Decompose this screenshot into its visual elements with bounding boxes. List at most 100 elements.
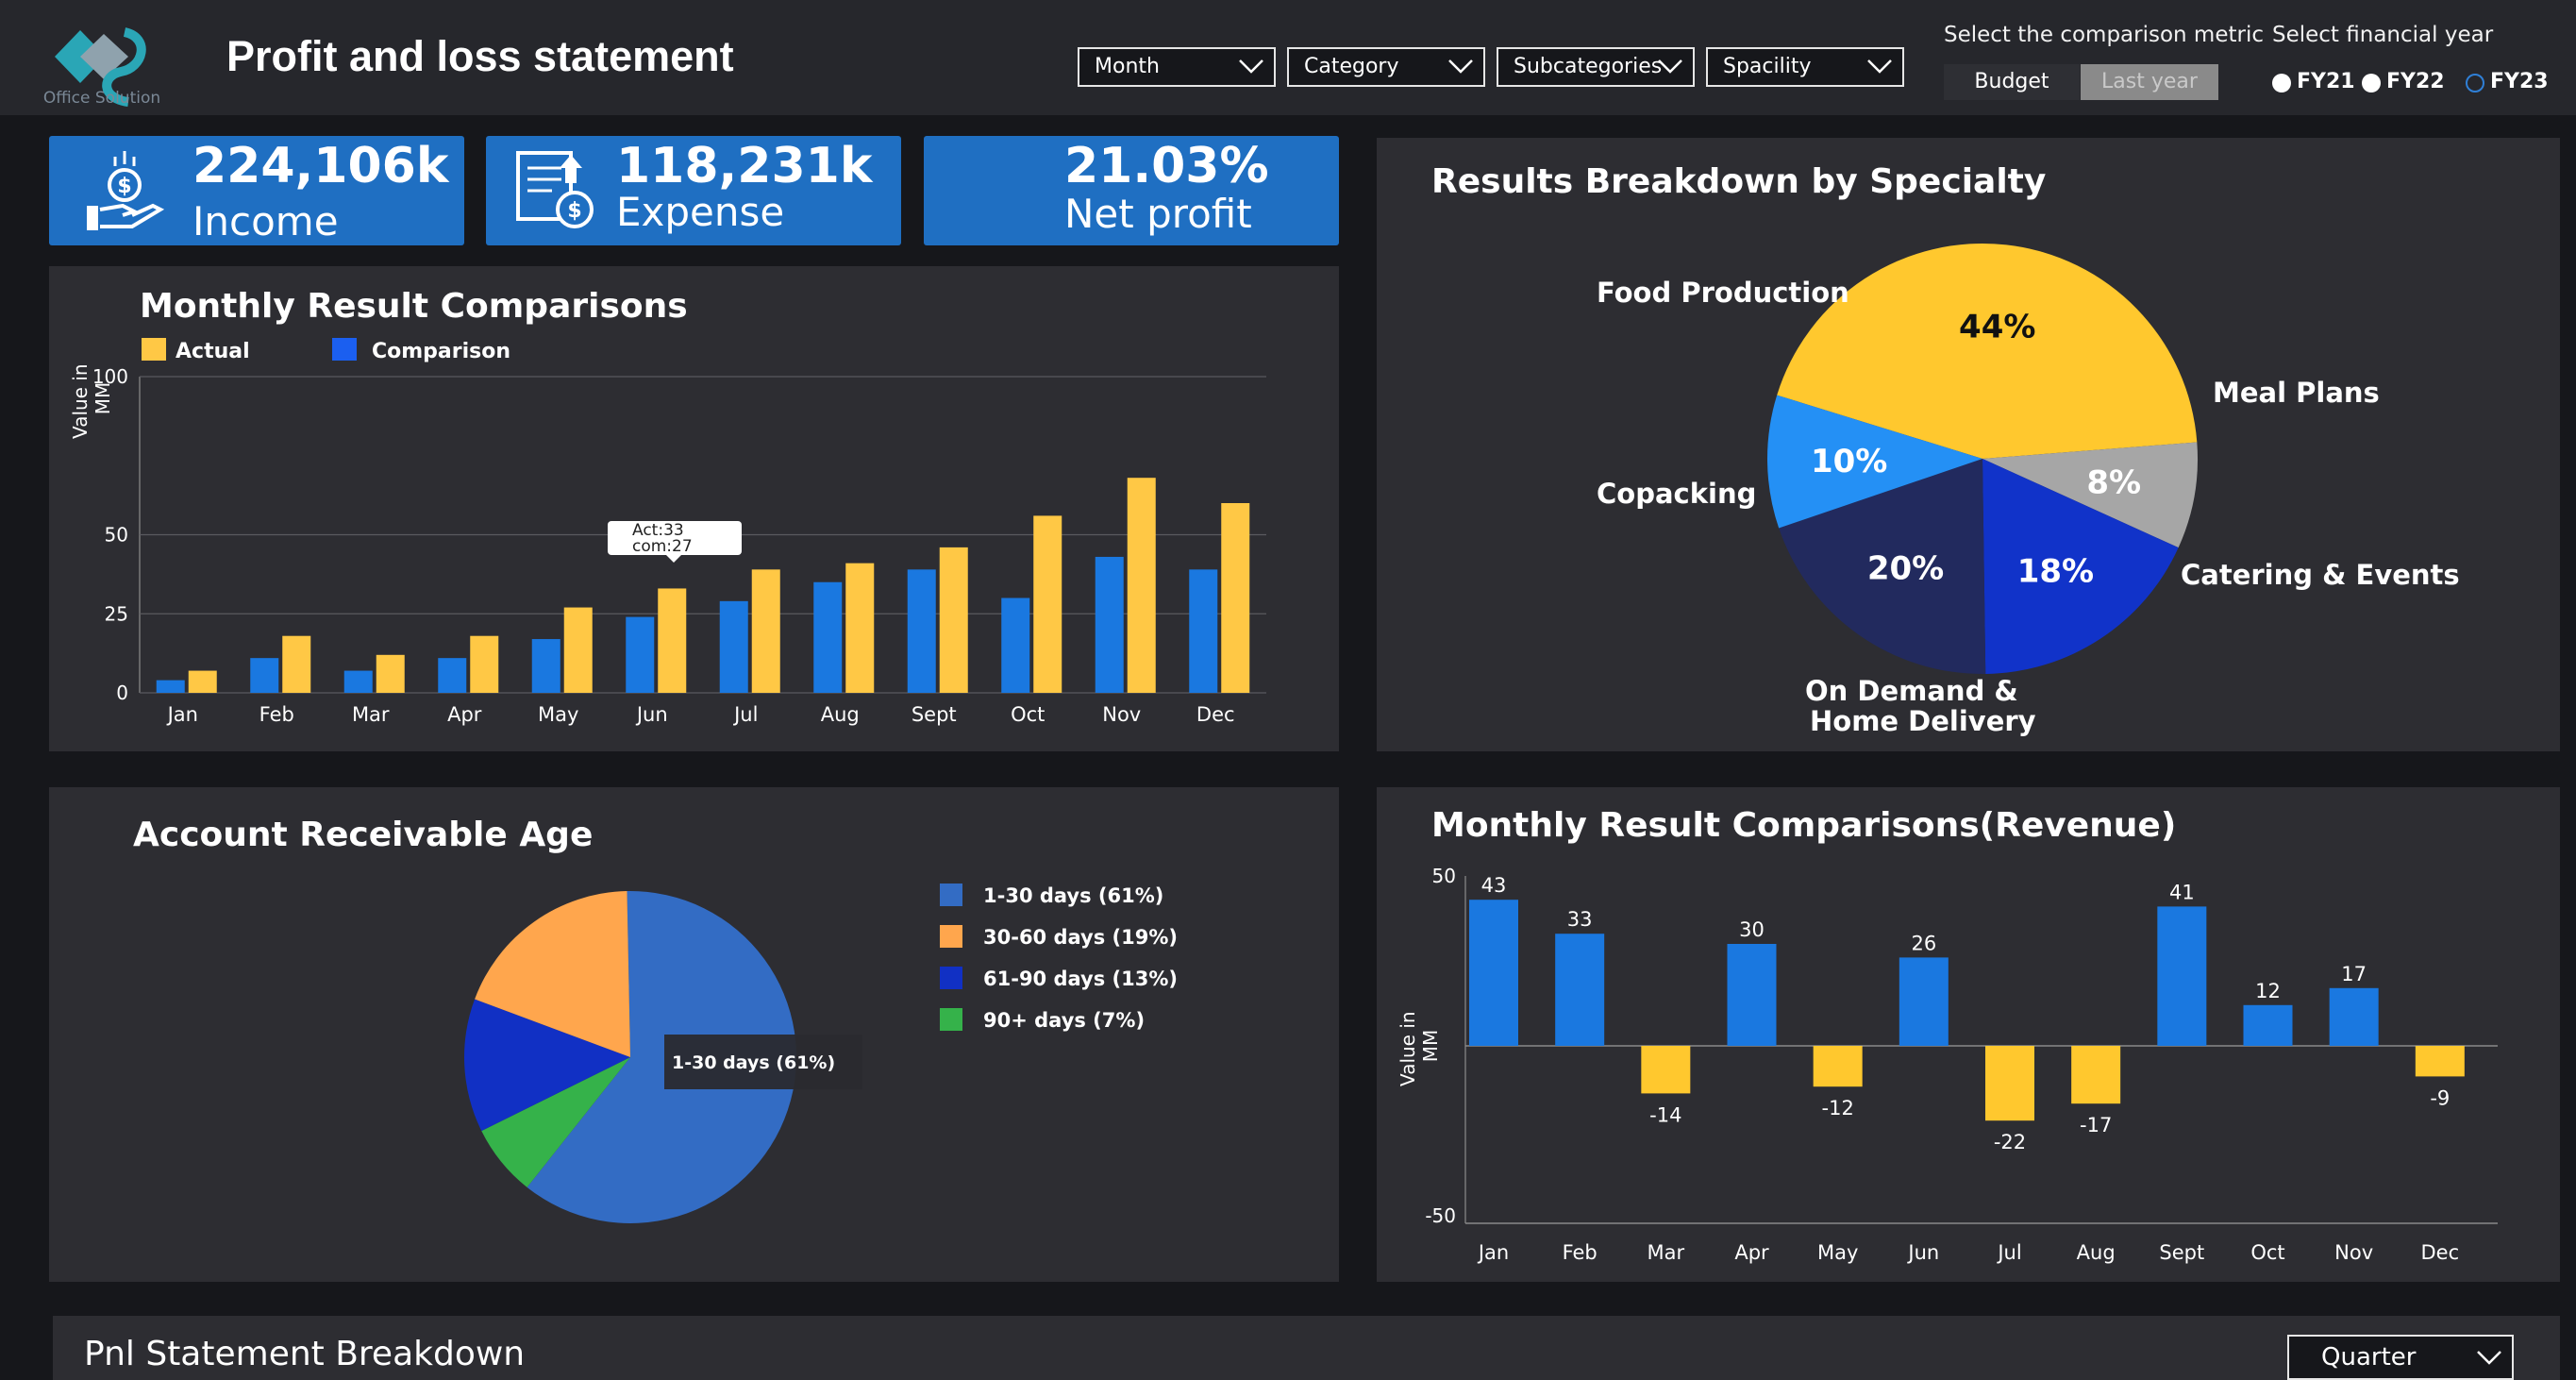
revenue-x-tick: Dec — [2421, 1241, 2460, 1264]
pie-slice-food-production[interactable] — [1777, 244, 2198, 459]
bar-comparison-sept[interactable] — [907, 569, 936, 693]
fy23-label: FY23 — [2490, 70, 2549, 93]
bar-comparison-feb[interactable] — [250, 658, 279, 693]
revenue-x-tick: Jul — [1996, 1241, 2021, 1264]
bar-actual-sept[interactable] — [939, 547, 968, 693]
ar-legend-label[interactable]: 61-90 days (13%) — [983, 968, 1178, 990]
ar-slice-61-90-days-13[interactable] — [464, 999, 630, 1132]
quarter-dropdown[interactable]: Quarter — [2287, 1335, 2514, 1380]
fy23-radio[interactable] — [2466, 74, 2484, 93]
bar-actual-apr[interactable] — [470, 635, 499, 693]
x-tick-label: Feb — [259, 703, 294, 726]
bar-comparison-mar[interactable] — [343, 670, 373, 693]
expense-label: Expense — [616, 189, 785, 235]
revenue-bar-feb[interactable] — [1555, 934, 1605, 1046]
bar-actual-nov[interactable] — [1127, 478, 1156, 693]
ar-legend-label[interactable]: 90+ days (7%) — [983, 1009, 1145, 1032]
revenue-bar-mar[interactable] — [1641, 1046, 1691, 1094]
category-dropdown[interactable]: Category — [1287, 47, 1485, 87]
pie-label-on-demand: On Demand & — [1805, 675, 2018, 707]
x-tick-label: May — [538, 703, 578, 726]
bar-actual-jun[interactable] — [658, 588, 687, 693]
revenue-bar-oct[interactable] — [2243, 1004, 2293, 1046]
bar-comparison-dec[interactable] — [1189, 569, 1218, 693]
bar-comparison-nov[interactable] — [1095, 556, 1124, 693]
bar-actual-aug[interactable] — [845, 563, 875, 693]
revenue-x-tick: Feb — [1563, 1241, 1597, 1264]
bar-comparison-may[interactable] — [531, 639, 560, 693]
spacility-dropdown[interactable]: Spacility — [1706, 47, 1904, 87]
revenue-bar-jun[interactable] — [1899, 957, 1949, 1046]
bar-comparison-apr[interactable] — [438, 658, 467, 693]
ar-legend-label[interactable]: 30-60 days (19%) — [983, 926, 1178, 949]
financial-year-label: Select financial year — [2272, 23, 2494, 47]
pie-slice-copacking[interactable] — [1767, 395, 1982, 529]
pnl-panel: Pnl Statement Breakdown Quarter — [53, 1316, 2560, 1380]
revenue-bar-nov[interactable] — [2329, 987, 2379, 1046]
bar-comparison-aug[interactable] — [813, 581, 843, 693]
budget-toggle-button[interactable]: Budget — [1944, 64, 2080, 100]
ar-slice-90-days-7[interactable] — [481, 1057, 630, 1187]
x-tick-label: Mar — [352, 703, 390, 726]
legend-comparison-label: Comparison — [372, 340, 511, 363]
pie-pct-meal-plans: 8% — [2086, 464, 2141, 502]
expense-kpi-card: $ 118,231k Expense — [486, 136, 901, 245]
revenue-y-tick: 50 — [1432, 865, 1456, 887]
revenue-x-tick: May — [1817, 1241, 1858, 1264]
ar-slice-30-60-days-19[interactable] — [475, 891, 630, 1057]
bar-actual-dec[interactable] — [1221, 503, 1250, 693]
revenue-x-tick: Oct — [2250, 1241, 2284, 1264]
pie-slice-catering-events[interactable] — [1982, 459, 2179, 674]
revenue-bar-jul[interactable] — [1985, 1046, 2034, 1121]
tooltip-actual: Act:33 — [632, 521, 684, 540]
subcategories-dropdown[interactable]: Subcategories — [1497, 47, 1695, 87]
pie-slice-on-demand-home-delivery[interactable] — [1779, 459, 1986, 674]
x-tick-label: Apr — [447, 703, 482, 726]
x-tick-label: Dec — [1196, 703, 1235, 726]
pie-label-meal-plans: Meal Plans — [2213, 377, 2380, 409]
bar-comparison-jun[interactable] — [626, 616, 655, 693]
bar-actual-jul[interactable] — [751, 569, 780, 693]
svg-text:1-30 days (61%): 1-30 days (61%) — [672, 1052, 835, 1073]
pie-slice-meal-plans[interactable] — [1982, 442, 2198, 548]
bar-comparison-jan[interactable] — [156, 680, 185, 693]
bar-actual-feb[interactable] — [282, 635, 311, 693]
ar-legend-swatch — [940, 925, 962, 948]
revenue-x-tick: Mar — [1648, 1241, 1685, 1264]
y-tick-label: 0 — [116, 682, 128, 704]
ar-age-pie-chart: 1-30 days (61%) 30-60 days (19%) 61-90 day… — [464, 884, 1178, 1223]
specialty-panel: Results Breakdown by Specialty 44% 8% 18% 2… — [1377, 138, 2560, 751]
bar-actual-jan[interactable] — [188, 670, 217, 693]
bar-actual-may[interactable] — [563, 607, 593, 693]
revenue-x-tick: Jan — [1477, 1241, 1509, 1264]
revenue-bar-jan[interactable] — [1469, 900, 1518, 1046]
month-dropdown[interactable]: Month — [1078, 47, 1276, 87]
revenue-bar-aug[interactable] — [2071, 1046, 2121, 1104]
bar-comparison-jul[interactable] — [719, 600, 748, 693]
last-year-toggle-button[interactable]: Last year — [2081, 64, 2218, 100]
fy22-radio[interactable] — [2362, 74, 2381, 93]
bar-actual-mar[interactable] — [376, 654, 405, 693]
income-value: 224,106k — [192, 138, 449, 194]
fy21-radio[interactable] — [2272, 74, 2291, 93]
bar-actual-oct[interactable] — [1033, 515, 1062, 693]
revenue-x-tick: Nov — [2334, 1241, 2373, 1264]
comparison-metric-label: Select the comparison metric — [1944, 23, 2264, 47]
pie-pct-copacking: 10% — [1811, 443, 1887, 480]
bar-comparison-oct[interactable] — [1001, 597, 1030, 694]
revenue-data-label: -14 — [1649, 1103, 1681, 1126]
revenue-x-tick: Aug — [2077, 1241, 2116, 1264]
x-tick-label: Sept — [912, 703, 957, 726]
revenue-data-label: 26 — [1911, 932, 1936, 954]
net-profit-label: Net profit — [1064, 191, 1252, 237]
pie-label-catering-events: Catering & Events — [2181, 559, 2460, 591]
revenue-bar-sept[interactable] — [2157, 906, 2207, 1046]
revenue-bar-dec[interactable] — [2415, 1046, 2465, 1077]
svg-text:$: $ — [117, 175, 131, 198]
ar-legend-swatch — [940, 967, 962, 989]
ar-slice-1-30-days-61[interactable] — [527, 891, 796, 1223]
ar-legend-label[interactable]: 1-30 days (61%) — [983, 884, 1163, 907]
revenue-bar-apr[interactable] — [1727, 944, 1777, 1046]
revenue-bar-may[interactable] — [1813, 1046, 1863, 1087]
legend-actual-swatch — [142, 338, 166, 361]
